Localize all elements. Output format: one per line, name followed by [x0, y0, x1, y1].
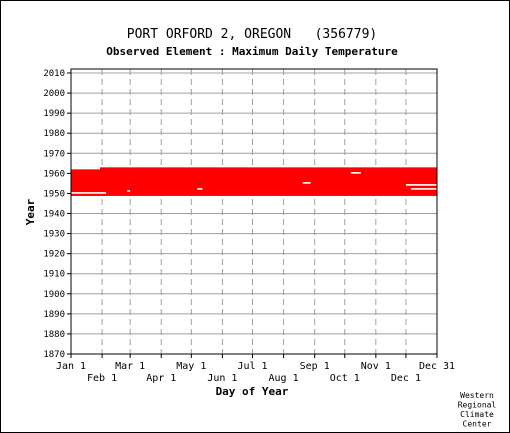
y-axis-ticks: 1870 1880 1890 1900 1910 1920 1930 1940 1950 1960…: [43, 69, 71, 360]
y-tick-label: 1950: [43, 189, 65, 199]
data-record-1955: [71, 181, 437, 184]
data-gap: [71, 192, 107, 194]
x-tick-label: May 1: [176, 361, 206, 372]
x-tick-label: Jun 1: [207, 373, 237, 384]
plot-area-border: [70, 68, 438, 355]
data-record-1952: [71, 187, 437, 190]
y-tick-label: 1880: [43, 330, 65, 340]
data-gap: [410, 188, 437, 190]
x-tick-label: Nov 1: [361, 361, 391, 372]
y-tick-label: 2010: [43, 69, 65, 79]
y-tick-label: 2000: [43, 89, 65, 99]
data-gap: [350, 172, 361, 174]
chart-title: PORT ORFORD 2, OREGON (356779): [127, 27, 377, 42]
data-gap: [197, 188, 203, 190]
credit-line: Regional: [458, 401, 497, 410]
data-gap: [127, 190, 131, 192]
x-tick-label: Apr 1: [146, 373, 176, 384]
data-gap: [302, 182, 311, 184]
x-tick-label: Sep 1: [300, 361, 330, 372]
y-tick-label: 1970: [43, 149, 65, 159]
credit-line: Climate: [460, 410, 494, 419]
data-gap: [405, 184, 437, 186]
x-tick-label: Aug 1: [269, 373, 299, 384]
y-tick-label: 1890: [43, 310, 65, 320]
y-tick-label: 1940: [43, 210, 65, 220]
y-tick-label: 1900: [43, 290, 65, 300]
data-record-1949: [71, 193, 437, 196]
y-tick-label: 1990: [43, 109, 65, 119]
y-tick-label: 1930: [43, 230, 65, 240]
y-tick-label: 1870: [43, 350, 65, 360]
x-tick-label: Jan 1: [56, 361, 86, 372]
data-marks: [71, 167, 437, 196]
data-record-1953: [71, 185, 437, 188]
credit-line: Western: [460, 391, 494, 400]
y-tick-label: 1910: [43, 270, 65, 280]
x-axis-label: Day of Year: [216, 385, 289, 398]
data-record-1961: [71, 169, 437, 172]
grid-lines: [71, 69, 437, 354]
x-tick-label: Jul 1: [237, 361, 267, 372]
x-tick-label: Oct 1: [330, 373, 360, 384]
y-tick-label: 1920: [43, 250, 65, 260]
x-tick-label: Dec 31: [419, 361, 455, 372]
data-record-1958: [71, 175, 437, 178]
x-axis-ticks: Jan 1 Mar 1 May 1 Jul 1 Sep 1 Nov 1 Dec 31 Feb …: [56, 354, 455, 384]
x-tick-label: Feb 1: [87, 373, 117, 384]
y-tick-label: 1980: [43, 129, 65, 139]
data-record-1954: [71, 183, 437, 186]
credit-line: Center: [463, 420, 492, 429]
x-tick-label: Mar 1: [115, 361, 145, 372]
data-record-1957: [71, 177, 437, 180]
data-record-1960: [71, 171, 437, 174]
chart-subtitle: Observed Element : Maximum Daily Tempera…: [106, 45, 398, 58]
x-tick-label: Dec 1: [391, 373, 421, 384]
y-tick-label: 1960: [43, 169, 65, 179]
data-record-1956: [71, 179, 437, 182]
data-record-1959: [71, 173, 437, 176]
data-record-1950: [71, 191, 437, 194]
data-record-1962: [100, 167, 437, 170]
y-axis-label: Year: [24, 198, 37, 225]
data-record-1951: [71, 189, 437, 192]
